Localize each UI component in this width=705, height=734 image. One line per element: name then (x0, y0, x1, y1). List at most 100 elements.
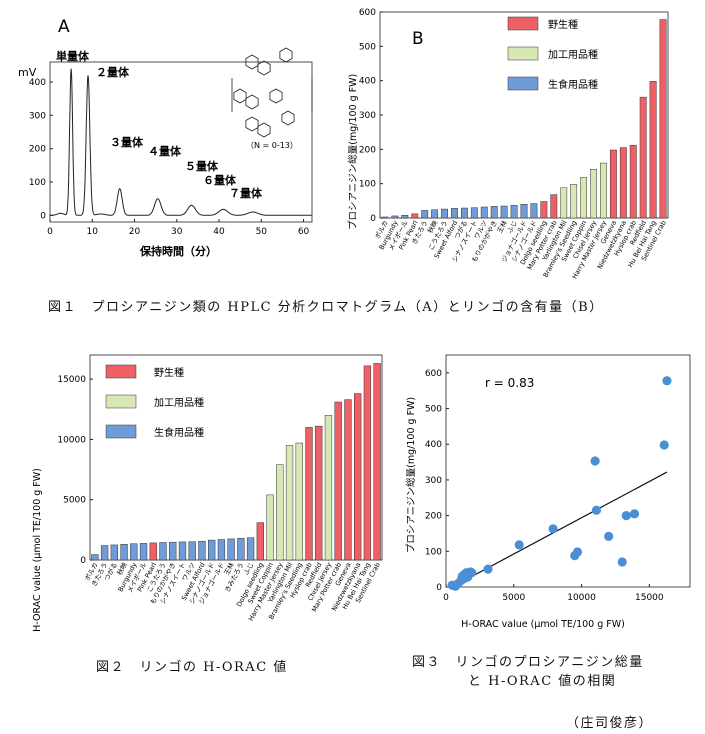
legend-label: 生食用品種 (548, 78, 598, 91)
bar (295, 442, 303, 561)
bar (421, 210, 429, 219)
y-tick-label: 100 (359, 180, 376, 190)
y-tick-label: 400 (29, 78, 46, 88)
bar (500, 205, 508, 219)
structure-bracket (231, 78, 313, 112)
y-tick-label: 0 (40, 211, 46, 221)
y-axis-title: H-ORAC value (μmol TE/100 g FW) (32, 468, 43, 632)
x-tick-label: 50 (256, 227, 268, 237)
y-tick-label: 200 (359, 145, 376, 155)
bar (659, 19, 667, 219)
y-axis-title: プロシアニジン総量(mg/100 g FW) (347, 74, 359, 230)
x-tick-label: 5000 (502, 593, 525, 603)
bar (217, 539, 226, 561)
bar (363, 365, 372, 561)
bar (381, 216, 389, 219)
structure-ring (269, 88, 283, 104)
legend-swatch (105, 394, 137, 409)
legend-label: 野生種 (548, 18, 578, 31)
bar (391, 215, 399, 219)
figure3-caption-line2: と H-ORAC 値の相関 (468, 674, 617, 689)
peak-label: ５量体 (185, 159, 219, 173)
x-tick-label: 15000 (635, 593, 664, 603)
y-tick-label: 100 (29, 178, 46, 188)
figure2-caption: 図２ リンゴの H-ORAC 値 (96, 660, 288, 675)
y-tick-label: 600 (359, 8, 376, 18)
bar (609, 149, 617, 219)
structure-ring (257, 122, 271, 138)
scatter-point (621, 511, 631, 521)
bar (130, 543, 138, 561)
y-tick-label: 5000 (63, 496, 86, 506)
structure-ring (281, 110, 295, 126)
hplc-chromatogram: A mV 保持時間（分） （N = 0-13） 0 10 20 30 40 50 60 0 10… (18, 17, 313, 258)
bar (110, 544, 118, 561)
bar (237, 538, 245, 561)
bar (480, 206, 488, 219)
bar (305, 427, 313, 561)
y-tick-label: 600 (425, 369, 442, 379)
peak-label: ２量体 (96, 65, 130, 79)
bar (91, 554, 99, 561)
bar (649, 81, 657, 219)
bar (266, 494, 274, 561)
figure3-caption-line1: 図３ リンゴのプロシアニジン総量 (412, 655, 644, 670)
y-tick-label: 300 (425, 476, 442, 486)
y-tick-label: 400 (359, 77, 376, 87)
bar (100, 545, 109, 561)
y-tick-label: 400 (425, 440, 442, 450)
x-tick-label: 30 (171, 227, 183, 237)
x-tick-label: 60 (298, 227, 310, 237)
bar (431, 209, 439, 219)
bar (169, 541, 177, 561)
bar (149, 542, 157, 561)
legend-swatch (105, 424, 137, 439)
y-tick-label: 100 (425, 547, 442, 557)
bar (354, 393, 362, 561)
bar (520, 204, 528, 219)
bar (334, 401, 342, 561)
bar (120, 544, 128, 561)
y-axis-title: プロシアニジン総量(mg/100 g FW) (405, 397, 417, 553)
x-tick-label: 40 (213, 227, 225, 237)
bar (256, 522, 264, 561)
y-tick-label: 300 (29, 111, 46, 121)
bar (580, 177, 588, 219)
x-axis-title: H-ORAC value (μmol TE/100 g FW) (461, 619, 625, 630)
bar (451, 208, 458, 219)
bar (619, 147, 627, 219)
bar (441, 208, 448, 219)
scatter-point (467, 568, 477, 578)
peak-label: ３量体 (110, 135, 144, 149)
bar (550, 194, 558, 219)
correlation-scatter: プロシアニジン総量(mg/100 g FW) H-ORAC value (μmo… (405, 354, 691, 630)
legend-swatch (507, 76, 539, 91)
scatter-point (617, 557, 627, 567)
plot-frame (49, 61, 313, 223)
procyanidin-content-chart: B プロシアニジン総量(mg/100 g FW) 0 100 200 300 400 50… (347, 8, 669, 280)
y-tick-label: 500 (359, 42, 376, 52)
x-axis-title: 保持時間（分） (139, 244, 217, 258)
y-axis-unit: mV (18, 66, 37, 79)
bar (639, 96, 647, 219)
x-tick-label: 10 (87, 227, 99, 237)
scatter-point (483, 564, 493, 574)
legend-label: 加工用品種 (548, 48, 598, 61)
structure-ring (245, 54, 259, 70)
y-tick-label: 15000 (57, 375, 86, 385)
horac-bar-chart: H-ORAC value (μmol TE/100 g FW) 0 5000 100… (32, 354, 383, 632)
scatter-point (591, 505, 602, 515)
scatter-point (662, 376, 672, 386)
bar (344, 399, 352, 561)
legend-swatch (507, 46, 539, 61)
author-credit: （庄司俊彦） (566, 716, 654, 731)
bar (178, 541, 187, 561)
bar (227, 538, 235, 561)
structure-ring (257, 60, 271, 76)
peak-label: 単量体 (56, 49, 90, 63)
bar (411, 213, 419, 219)
y-tick-label: 200 (29, 145, 46, 155)
chromatogram-trace (50, 68, 312, 216)
peak-label: ７量体 (229, 186, 263, 200)
y-tick-label: 300 (359, 111, 376, 121)
